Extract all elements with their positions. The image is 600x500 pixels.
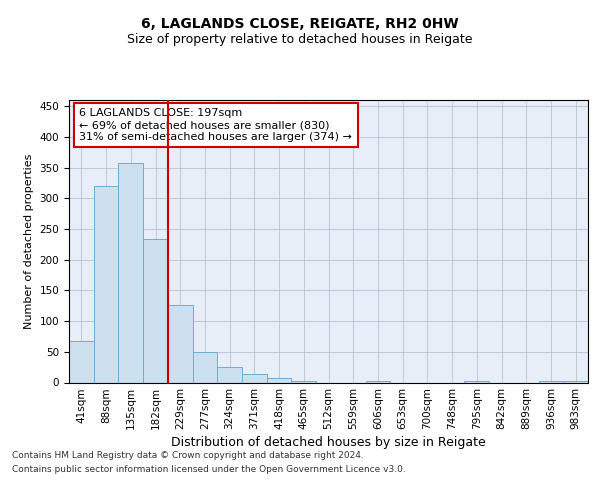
Bar xyxy=(143,239,168,382)
Text: 6 LAGLANDS CLOSE: 197sqm
← 69% of detached houses are smaller (830)
31% of semi-: 6 LAGLANDS CLOSE: 197sqm ← 69% of detach… xyxy=(79,108,352,142)
Bar xyxy=(242,374,267,382)
Bar xyxy=(365,380,390,382)
Bar xyxy=(217,367,242,382)
Bar xyxy=(94,186,118,382)
Bar xyxy=(464,380,489,382)
Text: Contains HM Land Registry data © Crown copyright and database right 2024.: Contains HM Land Registry data © Crown c… xyxy=(12,450,364,460)
Bar xyxy=(267,378,292,382)
X-axis label: Distribution of detached houses by size in Reigate: Distribution of detached houses by size … xyxy=(171,436,486,450)
Bar xyxy=(168,305,193,382)
Bar xyxy=(69,342,94,382)
Text: 6, LAGLANDS CLOSE, REIGATE, RH2 0HW: 6, LAGLANDS CLOSE, REIGATE, RH2 0HW xyxy=(141,18,459,32)
Bar xyxy=(118,162,143,382)
Text: Contains public sector information licensed under the Open Government Licence v3: Contains public sector information licen… xyxy=(12,466,406,474)
Y-axis label: Number of detached properties: Number of detached properties xyxy=(24,154,34,329)
Bar xyxy=(292,380,316,382)
Bar xyxy=(563,380,588,382)
Text: Size of property relative to detached houses in Reigate: Size of property relative to detached ho… xyxy=(127,32,473,46)
Bar xyxy=(539,380,563,382)
Bar xyxy=(193,352,217,382)
